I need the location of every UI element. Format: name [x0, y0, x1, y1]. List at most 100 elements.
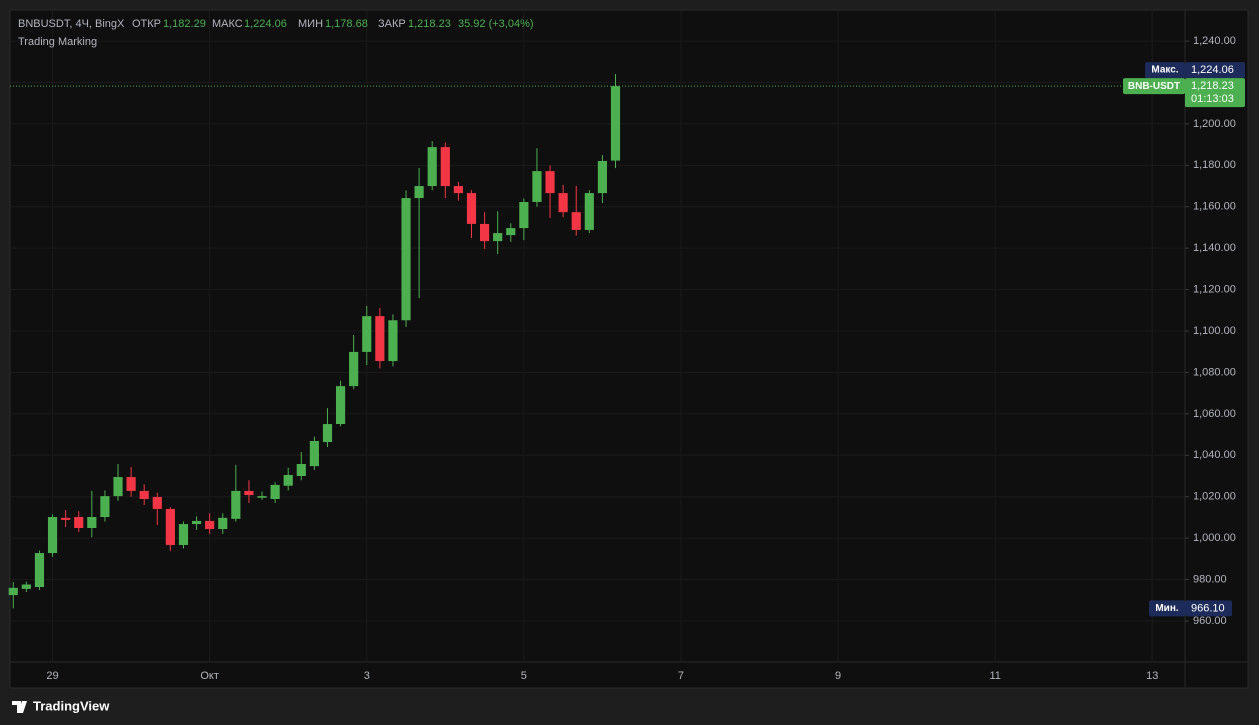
candle-body	[584, 193, 594, 230]
x-tick-label: 5	[521, 670, 527, 682]
indicator-name: Trading Marking	[18, 36, 97, 48]
marker-name-box	[1123, 78, 1185, 95]
candle-body	[191, 520, 202, 525]
candle-body	[362, 316, 372, 352]
candle-body	[113, 477, 123, 497]
candle-body	[139, 490, 149, 499]
candle-body	[597, 160, 607, 194]
marker-value-box	[1185, 78, 1245, 108]
x-tick-label: Окт	[200, 670, 219, 682]
candle-body	[205, 520, 215, 530]
marker-value: 1,224.06	[1191, 64, 1234, 76]
marker-name: Макс.	[1151, 65, 1178, 76]
marker-name-box	[1149, 600, 1185, 617]
candle-body	[414, 186, 424, 199]
candle-body	[8, 587, 18, 596]
candle-body	[506, 228, 516, 236]
x-tick-label: 13	[1146, 670, 1158, 682]
candle-body	[21, 584, 31, 589]
y-tick-label: 1,060.00	[1193, 408, 1236, 420]
candle-body	[349, 351, 359, 387]
marker-name: Мин.	[1155, 603, 1179, 614]
footer-brand[interactable]: TradingView	[33, 698, 110, 713]
candle-body	[519, 201, 529, 229]
candle-body	[309, 441, 319, 467]
symbol: BNBUSDT, 4Ч, BingX	[18, 18, 125, 30]
candle-body	[61, 517, 71, 520]
candle-body	[270, 484, 280, 499]
candle-body	[34, 553, 45, 588]
high-value: 1,224.06	[244, 18, 287, 30]
y-tick-label: 1,000.00	[1193, 532, 1236, 544]
y-tick-label: 1,140.00	[1193, 242, 1236, 254]
candle-body	[401, 198, 411, 321]
candle-body	[165, 508, 175, 545]
close-value: 1,218.23	[408, 18, 451, 30]
x-tick-label: 3	[364, 670, 370, 682]
y-tick-label: 1,120.00	[1193, 284, 1236, 296]
price-labels: 960.00 980.00 1,000.00 1,020.00 1,040.00 1,06…	[46, 35, 1245, 682]
candle-body	[466, 193, 477, 224]
candle-body	[296, 463, 306, 477]
candle-body	[427, 147, 437, 187]
x-tick-label: 7	[678, 670, 684, 682]
grid	[10, 10, 1189, 662]
y-tick-label: 960.00	[1193, 615, 1227, 627]
y-tick-label: 1,160.00	[1193, 201, 1236, 213]
candle-body	[453, 186, 463, 194]
y-tick-label: 1,100.00	[1193, 325, 1236, 337]
marker-value: 966.10	[1191, 602, 1225, 614]
open-label: ОТКР	[132, 18, 161, 30]
x-tick-label: 9	[835, 670, 841, 682]
y-tick-label: 1,240.00	[1193, 35, 1236, 47]
y-tick-label: 1,020.00	[1193, 491, 1236, 503]
candle-body	[74, 517, 84, 528]
candle-body	[87, 517, 97, 528]
y-tick-label: 1,040.00	[1193, 449, 1236, 461]
candle-body	[571, 212, 581, 230]
marker-value: 1,218.23	[1191, 80, 1234, 92]
change-value: 35.92 (+3,04%)	[458, 18, 534, 30]
candle-body	[231, 490, 241, 519]
marker-countdown: 01:13:03	[1191, 93, 1234, 105]
marker-value-box	[1185, 600, 1232, 617]
x-tick-label: 11	[989, 670, 1000, 682]
candle-body	[480, 223, 490, 242]
candle-body	[257, 496, 267, 498]
marker-value-box	[1185, 62, 1245, 79]
candle-body	[178, 524, 189, 545]
chart-panel	[9, 9, 1249, 689]
open-value: 1,182.29	[163, 18, 206, 30]
y-tick-label: 1,080.00	[1193, 366, 1236, 378]
y-tick-label: 980.00	[1193, 573, 1227, 585]
candle-body	[335, 386, 346, 425]
candle-body	[610, 86, 621, 161]
x-tick-label: 29	[46, 670, 58, 682]
candle-body	[493, 233, 503, 242]
low-value: 1,178.68	[325, 18, 368, 30]
candle-body	[558, 193, 568, 213]
marker-name: BNB-USDT	[1128, 81, 1180, 92]
low-label: МИН	[298, 18, 323, 30]
close-label: ЗАКР	[378, 18, 406, 30]
marker-name-box	[1145, 62, 1185, 79]
candle-body	[440, 147, 450, 187]
candle-body	[283, 474, 293, 486]
y-tick-label: 1,180.00	[1193, 159, 1236, 171]
candle-body	[322, 424, 333, 443]
candle-body	[47, 517, 58, 554]
candle-body	[152, 496, 162, 509]
candle-body	[244, 490, 254, 496]
footer-logo	[12, 701, 27, 713]
candle-body	[532, 171, 542, 202]
candle-body	[375, 316, 385, 362]
candle-body	[126, 477, 136, 491]
high-label: МАКС	[212, 18, 243, 30]
candles	[8, 74, 1185, 609]
candle-body	[218, 517, 228, 530]
candle-body	[545, 171, 555, 194]
y-tick-label: 1,200.00	[1193, 118, 1236, 130]
candle-body	[388, 320, 398, 362]
candle-body	[100, 496, 110, 518]
